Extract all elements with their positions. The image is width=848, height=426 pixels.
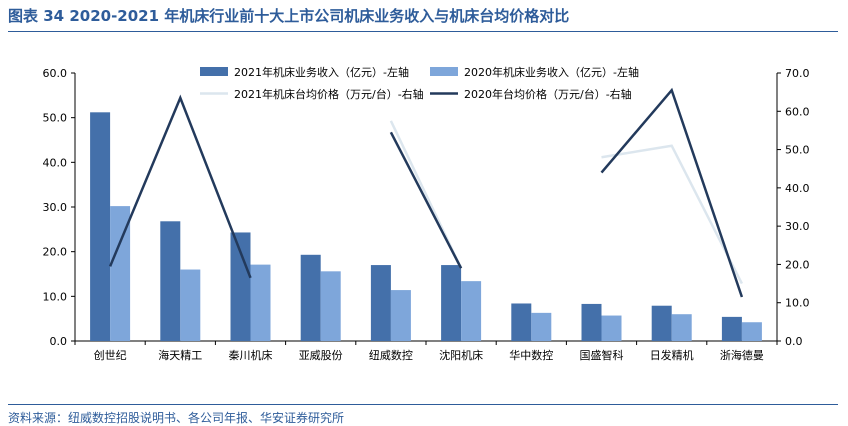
bar-2020 <box>180 269 201 341</box>
bar-2021 <box>441 265 462 341</box>
left-tick-label: 20.0 <box>43 246 68 259</box>
left-tick-label: 30.0 <box>43 201 68 214</box>
right-tick-label: 60.0 <box>785 105 810 118</box>
right-tick-label: 0.0 <box>785 335 803 348</box>
bar-2021 <box>511 303 532 341</box>
right-tick-label: 70.0 <box>785 67 810 80</box>
x-tick-label: 秦川机床 <box>229 348 273 362</box>
x-tick-label: 浙海德曼 <box>720 348 764 362</box>
legend-label: 2021年机床台均价格（万元/台）-右轴 <box>234 87 424 101</box>
bar-2020 <box>531 312 552 341</box>
right-tick-label: 30.0 <box>785 220 810 233</box>
bar-2020 <box>601 315 622 341</box>
footer-rule <box>8 404 838 405</box>
x-tick-label: 创世纪 <box>94 349 127 362</box>
line-2020-price <box>600 87 744 298</box>
right-tick-label: 10.0 <box>785 297 810 310</box>
bar-2020 <box>390 290 411 341</box>
line-2020-price <box>108 94 252 279</box>
x-tick-label: 日发精机 <box>650 348 694 362</box>
bar-2021 <box>230 232 251 341</box>
x-tick-label: 纽威数控 <box>369 348 413 362</box>
source-note: 资料来源：纽威数控招股说明书、各公司年报、华安证券研究所 <box>8 411 345 425</box>
bar-2021 <box>160 221 181 341</box>
bar-2020 <box>671 314 692 341</box>
lines <box>108 87 744 298</box>
bar-2021 <box>90 112 111 341</box>
bar-2021 <box>651 305 672 341</box>
x-tick-label: 国盛智科 <box>580 348 624 362</box>
bar-2021 <box>721 316 742 341</box>
bar-2020 <box>320 271 341 341</box>
tick-labels: 0.0 10.0 20.0 30.0 40.0 50.0 60.0 0.0 10.0 20.0 30… <box>43 67 810 362</box>
legend-label: 2020年机床业务收入（亿元）-左轴 <box>464 65 639 79</box>
line-2020-price <box>389 131 463 269</box>
legend-label: 2021年机床业务收入（亿元）-左轴 <box>234 65 409 79</box>
bar-2021 <box>300 254 321 341</box>
bar-2020 <box>110 206 131 341</box>
right-tick-label: 40.0 <box>785 182 810 195</box>
x-tick-label: 亚威股份 <box>299 349 343 362</box>
left-tick-label: 0.0 <box>50 335 68 348</box>
bar-2020 <box>741 322 762 341</box>
bar-2020 <box>461 281 482 341</box>
left-tick-label: 60.0 <box>43 67 68 80</box>
legend-swatch-bar <box>430 67 458 76</box>
left-tick-label: 50.0 <box>43 112 68 125</box>
bars <box>90 112 762 341</box>
legend: 2021年机床业务收入（亿元）-左轴 2020年机床业务收入（亿元）-左轴 2021… <box>200 65 639 101</box>
legend-swatch-bar <box>200 67 228 76</box>
line-2021-price <box>601 144 744 285</box>
bar-2020 <box>250 264 271 341</box>
chart-title: 图表 34 2020-2021 年机床行业前十大上市公司机床业务收入与机床台均价… <box>8 7 570 25</box>
left-tick-label: 40.0 <box>43 156 68 169</box>
combo-chart: 0.0 10.0 20.0 30.0 40.0 50.0 60.0 0.0 10.0 20.0 30… <box>43 65 810 362</box>
x-tick-label: 华中数控 <box>509 348 553 362</box>
right-tick-label: 20.0 <box>785 258 810 271</box>
left-tick-label: 10.0 <box>43 290 68 303</box>
x-tick-label: 海天精工 <box>158 348 202 362</box>
bar-2021 <box>581 303 602 341</box>
x-tick-label: 沈阳机床 <box>439 348 483 362</box>
legend-label: 2020年台均价格（万元/台）-右轴 <box>464 87 632 101</box>
title-rule <box>8 31 838 32</box>
right-tick-label: 50.0 <box>785 144 810 157</box>
bar-2021 <box>370 265 391 341</box>
